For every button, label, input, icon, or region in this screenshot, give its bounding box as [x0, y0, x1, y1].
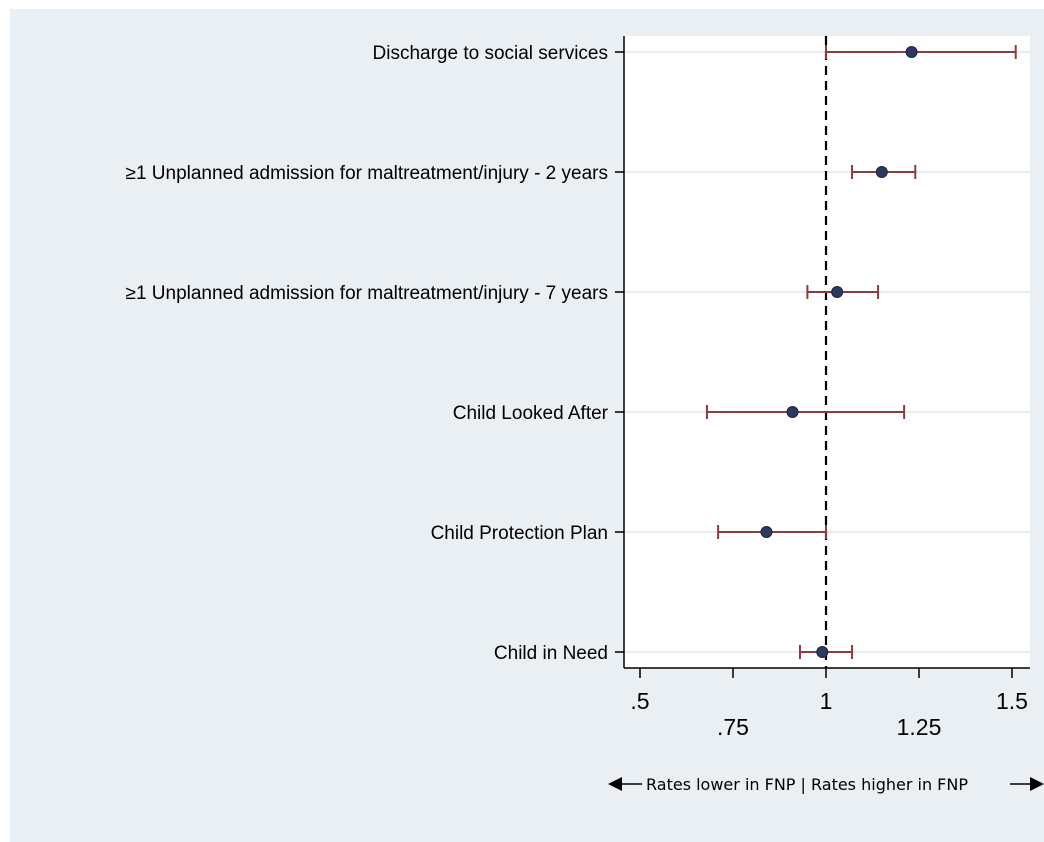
- x-tick-label: .5: [630, 688, 649, 714]
- x-tick-label: 1.25: [897, 714, 942, 740]
- left-arrow-icon: [608, 777, 642, 791]
- x-tick-label: .75: [717, 714, 749, 740]
- point-estimate: [816, 646, 829, 658]
- row-label: Child Looked After: [453, 403, 609, 424]
- direction-legend-text: Rates lower in FNP | Rates higher in FNP: [646, 775, 968, 794]
- point-estimate: [905, 46, 918, 58]
- point-estimate: [786, 406, 799, 418]
- row-label: ≥1 Unplanned admission for maltreatment/…: [126, 283, 608, 304]
- row-label: Child Protection Plan: [431, 523, 608, 544]
- row-label: ≥1 Unplanned admission for maltreatment/…: [126, 163, 608, 184]
- point-estimate: [875, 166, 888, 178]
- direction-legend: Rates lower in FNP | Rates higher in FNP: [608, 773, 1044, 799]
- x-tick-label: 1: [820, 688, 833, 714]
- point-estimate: [760, 526, 773, 538]
- row-label: Child in Need: [494, 643, 608, 664]
- x-tick-label: 1.5: [996, 688, 1028, 714]
- right-arrow-icon: [1010, 777, 1044, 791]
- row-label: Discharge to social services: [373, 43, 608, 64]
- point-estimate: [831, 286, 844, 298]
